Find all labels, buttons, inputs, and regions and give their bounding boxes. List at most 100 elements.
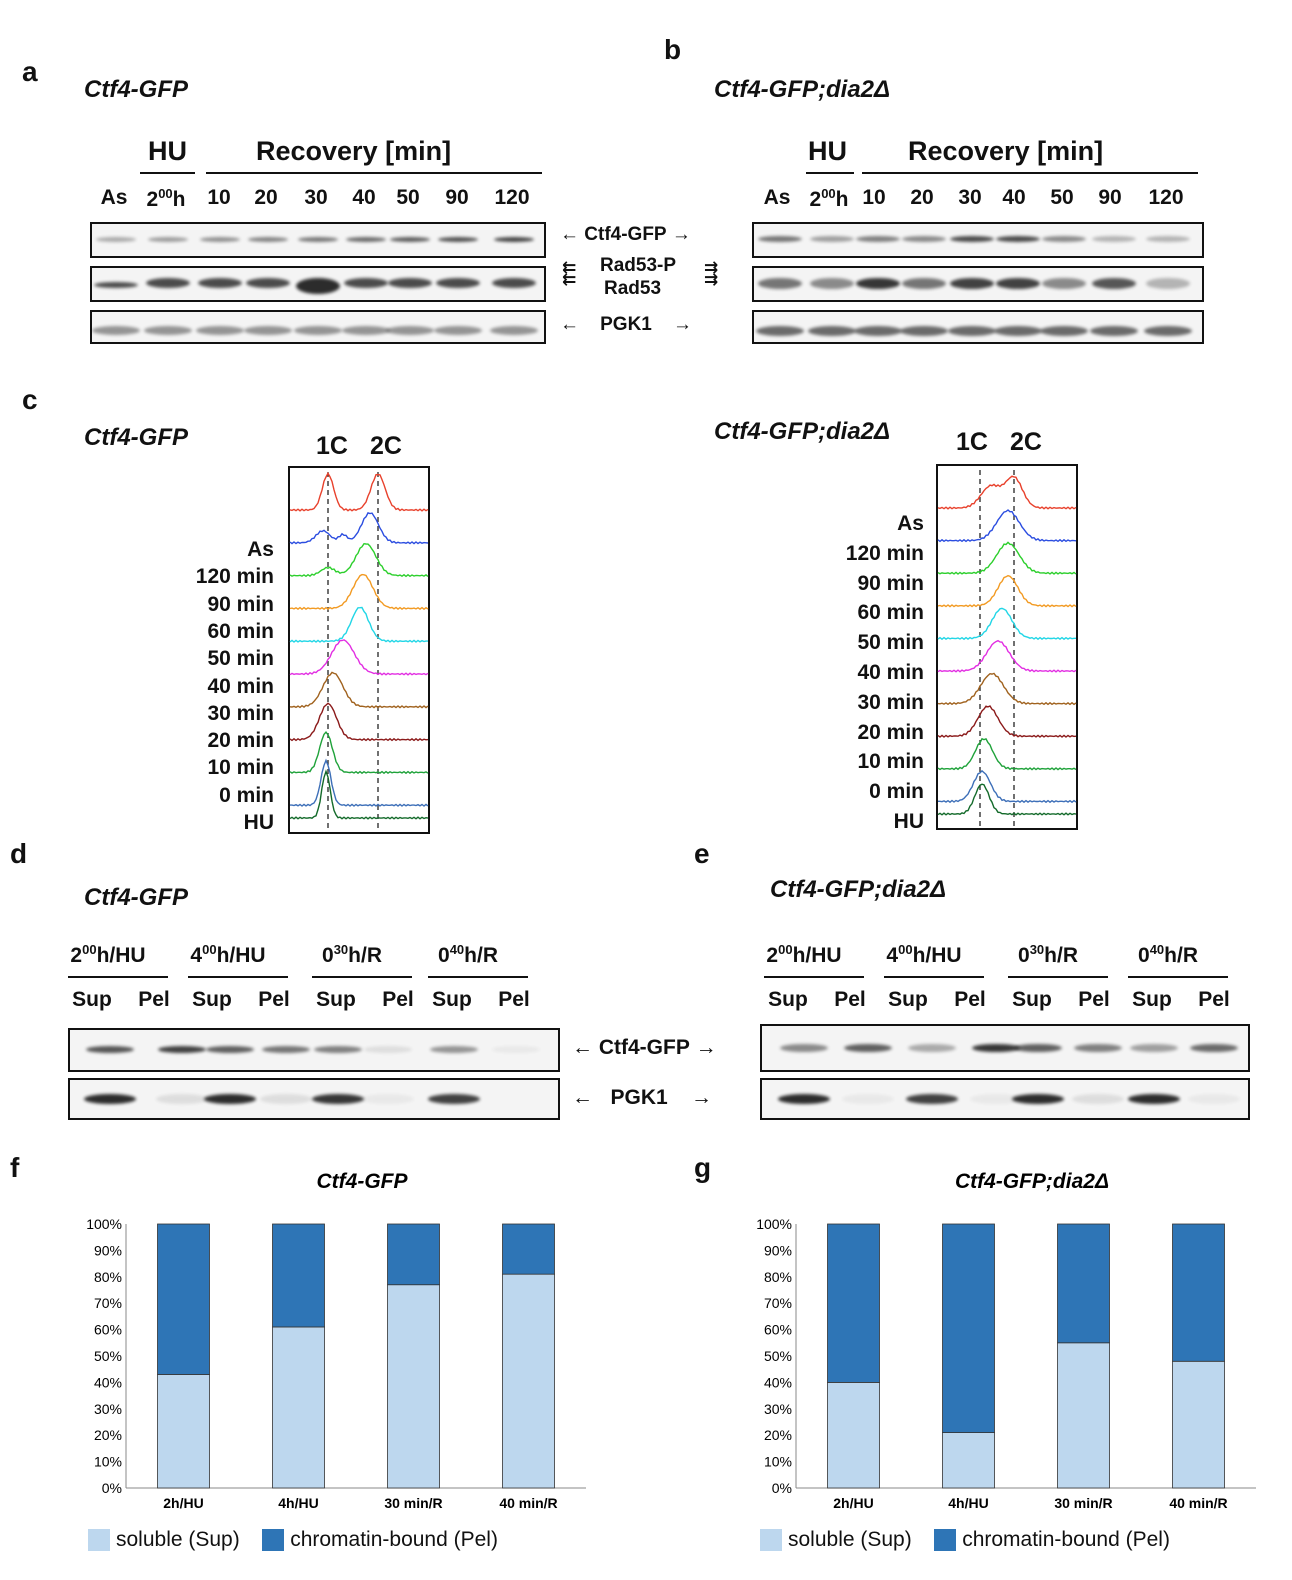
- flow-right-trace-10: [937, 783, 1077, 816]
- flow-right-time-1: 120 min: [845, 541, 924, 565]
- flow-left-time-0: As: [247, 538, 274, 561]
- chart-g-bar-2-sup: [1057, 1342, 1110, 1489]
- b-rad53-band-6: [1042, 278, 1086, 289]
- b-rad53-band-4: [950, 278, 994, 289]
- chart-g-xtick-3: 40 min/R: [1169, 1495, 1227, 1511]
- flow-right-1c: 1C: [956, 428, 988, 456]
- chart-f-ytick-7: 70%: [94, 1295, 122, 1311]
- rad53-arrows-right: ⇉ ⇉: [704, 258, 719, 289]
- flow-left-time-1: 120 min: [195, 565, 274, 589]
- flow-right-frame: [936, 464, 1078, 830]
- legend-g-pel-swatch: [934, 1529, 957, 1551]
- flow-right-time-8: 10 min: [857, 750, 924, 774]
- panel-e-label: e: [694, 838, 710, 869]
- chart-f-ytick-10: 100%: [86, 1216, 122, 1232]
- a-rad53-band-3: [246, 278, 290, 288]
- panel-b-hu: HU: [808, 136, 847, 166]
- b-rad53-band-1: [810, 278, 854, 289]
- flow-left-time-6: 30 min: [207, 701, 274, 725]
- panel-c-title-right: Ctf4-GFP;dia2Δ: [714, 418, 891, 445]
- b-rad53-band-5: [996, 278, 1040, 289]
- flow-right-trace-3: [937, 574, 1077, 608]
- b-pgk1-band-4: [948, 326, 996, 336]
- panel-b-title: Ctf4-GFP;dia2Δ: [714, 76, 891, 103]
- d-ctf4-band-2: [206, 1046, 254, 1053]
- panel-d-group-0-main: 2: [70, 944, 83, 967]
- chart-f-bar-0-sup: [157, 1374, 210, 1489]
- e-pgk1-band-3: [970, 1094, 1022, 1104]
- panel-a-pgk1-blot: [90, 310, 546, 344]
- panel-e-title: Ctf4-GFP;dia2Δ: [770, 876, 947, 903]
- chart-f-bar-2-pel: [387, 1223, 440, 1286]
- flow-left-time-3: 60 min: [207, 619, 274, 643]
- legend-f-pel-swatch: [262, 1529, 285, 1551]
- panel-e-group-3-line: [1128, 976, 1228, 978]
- flow-left-time-9: 0 min: [219, 783, 274, 807]
- a-ctf4-band-0: [96, 237, 136, 242]
- b-ctf4-band-6: [1042, 236, 1086, 242]
- chart-f-bar-2-sup: [387, 1284, 440, 1489]
- panel-b-lane-hu-sup: 00: [821, 186, 836, 201]
- e-ctf4-band-6: [1130, 1044, 1178, 1052]
- flow-right-time-4: 50 min: [857, 631, 924, 655]
- a-ctf4-band-4: [298, 237, 338, 242]
- e-pgk1-band-0: [778, 1094, 830, 1104]
- legend-f-sup: soluble (Sup): [116, 1528, 240, 1551]
- d-pgk1-band-5: [362, 1094, 414, 1104]
- b-rad53-band-2: [856, 278, 900, 289]
- legend-f-pel: chromatin-bound (Pel): [290, 1528, 498, 1551]
- panel-b-recovery-line: [862, 172, 1198, 174]
- panel-a-lane-6: 50: [396, 186, 420, 209]
- panel-a-ctf4-blot: [90, 222, 546, 258]
- b-pgk1-band-1: [808, 326, 856, 336]
- flow-right-time-10: HU: [893, 810, 924, 833]
- flow-left-trace-7: [289, 702, 429, 742]
- flow-right-time-9: 0 min: [869, 780, 924, 804]
- panel-b-label: b: [664, 34, 682, 65]
- a-ctf4-band-8: [494, 237, 534, 242]
- flow-right-trace-4: [937, 607, 1076, 641]
- panel-a-lane-hu-sup: 00: [158, 186, 173, 201]
- a-pgk1-band-5: [342, 326, 390, 335]
- chart-g-ytick-0: 0%: [772, 1480, 792, 1496]
- b-ctf4-band-1: [810, 236, 854, 242]
- chart-f-bar-1-pel: [272, 1223, 325, 1328]
- flow-left-1c: 1C: [316, 432, 348, 460]
- flow-right-2c: 2C: [1010, 428, 1042, 456]
- e-ctf4-band-0: [780, 1044, 828, 1052]
- panel-d-group-2-rest: h/R: [348, 944, 382, 967]
- chart-g-title: Ctf4-GFP;dia2Δ: [955, 1170, 1109, 1193]
- panel-d-group-3-line: [428, 976, 528, 978]
- chart-g-ytick-1: 10%: [764, 1454, 792, 1470]
- panel-a-lane-hu-suffix: h: [172, 188, 186, 211]
- panel-d-group-1-rest: h/HU: [216, 944, 266, 967]
- panel-a-lane-hu-main: 2: [146, 188, 159, 211]
- b-ctf4-band-0: [758, 236, 802, 242]
- flow-left-time-10: HU: [243, 811, 274, 834]
- panel-b-lane-4: 30: [958, 186, 982, 209]
- panel-d-group-1-sup: 00: [202, 942, 217, 957]
- panel-e-group-0-sup: 00: [778, 942, 793, 957]
- d-ctf4-band-4: [314, 1046, 362, 1053]
- panel-a-lane-8: 120: [494, 186, 530, 209]
- panel-e-ctf4-blot: [760, 1024, 1250, 1072]
- b-pgk1-band-2: [854, 326, 902, 336]
- panel-a-hu-line: [140, 172, 195, 174]
- de-ctf4-row: ← Ctf4-GFP →: [572, 1036, 717, 1059]
- a-pgk1-band-2: [196, 326, 244, 335]
- panel-d-group-0: 200h/HU: [70, 942, 145, 968]
- panel-b-lane-7: 90: [1098, 186, 1122, 209]
- panel-b-lane-0: As: [763, 186, 791, 209]
- chart-g: Ctf4-GFP;dia2Δ 0% 10% 20% 30% 40% 50% 60% 70% 80%…: [756, 1170, 1256, 1511]
- panel-d-group-3-sup: 40: [449, 942, 465, 957]
- flow-left-trace-0: [289, 471, 429, 512]
- panel-e-group-2: 030h/R: [1018, 942, 1078, 968]
- e-ctf4-band-1: [844, 1044, 892, 1052]
- a-ctf4-band-6: [390, 237, 430, 242]
- chart-f-bar-3-sup: [502, 1273, 555, 1489]
- chart-g-bar-0-pel: [827, 1223, 880, 1383]
- a-pgk1-band-3: [244, 326, 292, 335]
- panel-d-group-0-rest: h/HU: [96, 944, 146, 967]
- d-ctf4-band-0: [86, 1046, 134, 1053]
- panel-b-rad53-blot: [752, 266, 1204, 302]
